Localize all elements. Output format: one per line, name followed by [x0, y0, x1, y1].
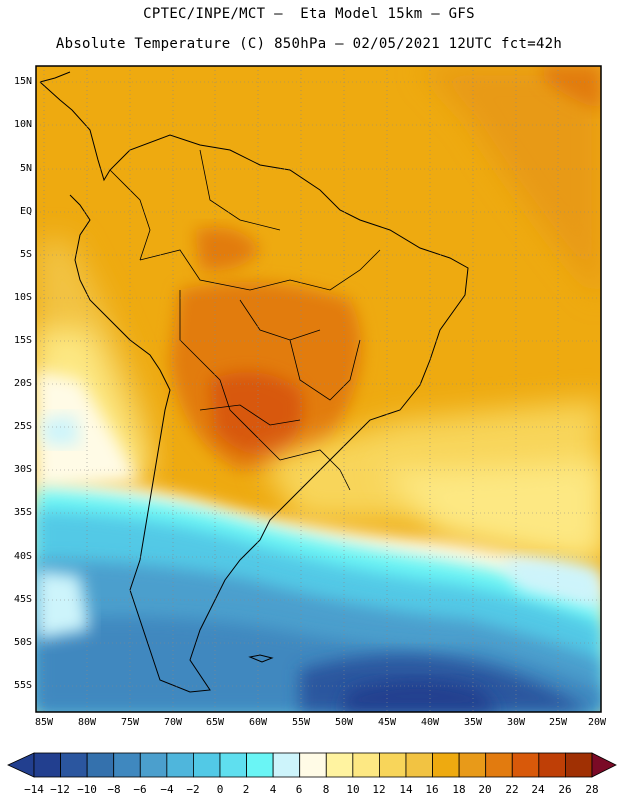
- lat-tick-label: 30S: [13, 464, 32, 475]
- lat-tick-label: 10S: [13, 292, 32, 303]
- colorbar-swatch: [33, 752, 61, 778]
- lon-tick-label: 60W: [248, 717, 268, 728]
- colorbar-swatch: [193, 752, 221, 778]
- lon-tick-label: 50W: [334, 717, 354, 728]
- colorbar-label: 28: [585, 783, 599, 796]
- colorbar-swatch: [538, 752, 566, 778]
- colorbar: [7, 752, 617, 778]
- colorbar-swatch: [511, 752, 540, 778]
- colorbar-swatch: [379, 752, 407, 778]
- colorbar-swatch: [458, 752, 487, 778]
- colorbar-label: 20: [478, 783, 492, 796]
- lat-tick-label: 15N: [13, 76, 32, 87]
- colorbar-label: −12: [50, 783, 70, 796]
- lat-tick-label: 55S: [13, 680, 32, 691]
- colorbar-label: 14: [399, 783, 413, 796]
- map-frame: [35, 65, 602, 713]
- colorbar-swatch: [325, 752, 354, 778]
- lat-tick-label: 10N: [13, 119, 32, 130]
- lon-tick-label: 70W: [163, 717, 183, 728]
- lon-tick-label: 35W: [463, 717, 483, 728]
- lat-tick-label: 35S: [13, 507, 32, 518]
- colorbar-swatch: [60, 752, 88, 778]
- lon-tick-label: 40W: [420, 717, 440, 728]
- colorbar-swatch: [139, 752, 168, 778]
- colorbar-label: 26: [558, 783, 572, 796]
- colorbar-over-arrow: [591, 752, 617, 778]
- colorbar-under-arrow: [7, 752, 35, 778]
- colorbar-label: 0: [216, 783, 224, 796]
- colorbar-label: 22: [505, 783, 519, 796]
- colorbar-label: 24: [531, 783, 545, 796]
- colorbar-swatch: [352, 752, 380, 778]
- chart-title-line1: CPTEC/INPE/MCT – Eta Model 15km – GFS: [143, 6, 475, 22]
- lon-tick-label: 55W: [291, 717, 311, 728]
- lat-tick-label: 5N: [19, 163, 32, 174]
- lat-tick-label: 15S: [13, 335, 32, 346]
- chart-title-line2: Absolute Temperature (C) 850hPa – 02/05/…: [55, 36, 563, 52]
- country-borders: [109, 149, 381, 491]
- lon-tick-label: 75W: [120, 717, 140, 728]
- lon-tick-label: 20W: [587, 717, 607, 728]
- lon-tick-label: 80W: [77, 717, 97, 728]
- lon-tick-label: 65W: [205, 717, 225, 728]
- colorbar-swatch: [166, 752, 194, 778]
- colorbar-label: −4: [160, 783, 174, 796]
- temperature-field: [36, 66, 601, 712]
- colorbar-label: 10: [346, 783, 360, 796]
- colorbar-swatch: [272, 752, 301, 778]
- colorbar-label: −10: [77, 783, 97, 796]
- lon-tick-label: 25W: [548, 717, 568, 728]
- lon-tick-label: 85W: [34, 717, 54, 728]
- colorbar-swatch: [246, 752, 274, 778]
- colorbar-swatch: [299, 752, 327, 778]
- colorbar-swatch: [405, 752, 433, 778]
- colorbar-label: 6: [295, 783, 303, 796]
- colorbar-swatch: [113, 752, 141, 778]
- colorbar-label: 12: [372, 783, 386, 796]
- colorbar-label: 18: [452, 783, 466, 796]
- lat-tick-label: 40S: [13, 551, 32, 562]
- lat-tick-label: EQ: [19, 206, 32, 217]
- colorbar-label: 8: [322, 783, 330, 796]
- colorbar-label: −6: [133, 783, 147, 796]
- lon-tick-label: 30W: [506, 717, 526, 728]
- colorbar-label: −8: [107, 783, 121, 796]
- lat-tick-label: 25S: [13, 421, 32, 432]
- colorbar-swatch: [432, 752, 460, 778]
- lat-tick-label: 5S: [19, 249, 32, 260]
- coastline: [39, 71, 469, 693]
- colorbar-label: 2: [242, 783, 250, 796]
- colorbar-label: −2: [186, 783, 200, 796]
- colorbar-label: 16: [425, 783, 439, 796]
- colorbar-swatch: [86, 752, 115, 778]
- colorbar-swatch: [565, 752, 593, 778]
- lat-tick-label: 50S: [13, 637, 32, 648]
- lat-tick-label: 45S: [13, 594, 32, 605]
- colorbar-swatch: [219, 752, 247, 778]
- colorbar-label: −14: [24, 783, 44, 796]
- lat-tick-label: 20S: [13, 378, 32, 389]
- colorbar-label: 4: [269, 783, 277, 796]
- lon-tick-label: 45W: [377, 717, 397, 728]
- colorbar-swatch: [485, 752, 513, 778]
